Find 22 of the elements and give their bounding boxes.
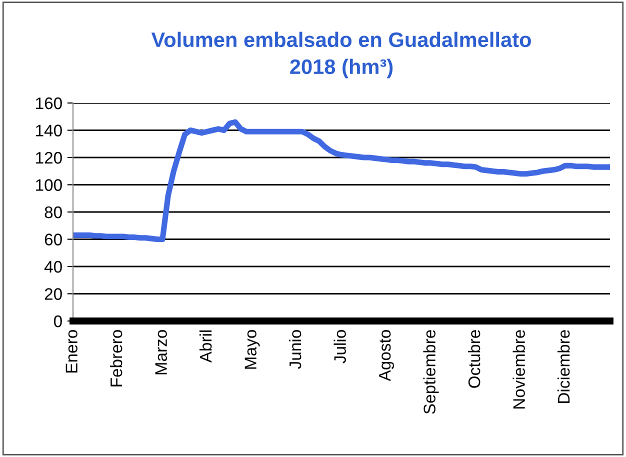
y-tick-label: 140 [36, 124, 62, 136]
y-tick-label: 40 [44, 260, 62, 273]
x-tick-label: Enero [66, 330, 78, 372]
y-tick-label: 160 [36, 97, 62, 110]
x-tick-label: Marzo [155, 330, 167, 374]
y-tick-label: 80 [44, 206, 62, 218]
x-tick-label: Mayo [244, 330, 260, 369]
y-tick-label: 20 [44, 288, 62, 300]
x-tick-label: Abril [199, 330, 212, 363]
x-tick-label: Noviembre [512, 330, 525, 409]
x-tick-label: Julio [334, 330, 346, 364]
y-tick-label: 60 [44, 234, 62, 246]
x-tick-label: Febrero [110, 330, 122, 386]
x-tick-label: Octubre [468, 330, 480, 388]
y-tick-label: 100 [36, 179, 62, 191]
x-tick-label: Diciembre [557, 330, 570, 403]
y-tick-label: 120 [36, 152, 62, 164]
x-tick-label: Septiembre [423, 330, 439, 414]
chart-title: Volumen embalsado en Guadalmellato 2018 (hm³) [151, 32, 531, 78]
x-tick-label: Agosto [379, 330, 394, 382]
x-tick-label: Junio [288, 330, 302, 369]
y-tick-label: 0 [54, 315, 62, 328]
